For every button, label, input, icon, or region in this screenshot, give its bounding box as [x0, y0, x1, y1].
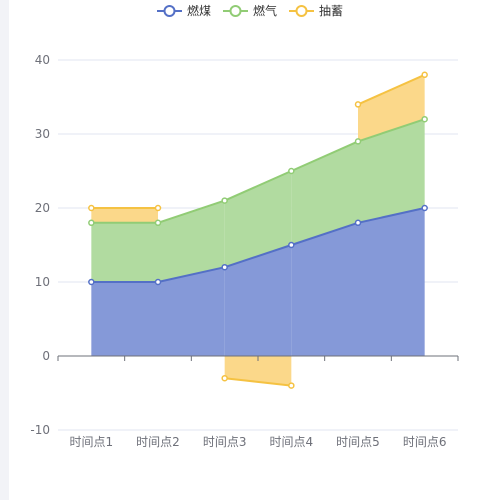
data-point-2: [421, 115, 428, 123]
series-line-1: [357, 207, 425, 224]
data-point-3: [221, 374, 228, 382]
data-point-2: [88, 219, 95, 227]
legend-marker: [229, 5, 242, 17]
area-segment-2: [224, 171, 292, 268]
area-segment-1: [91, 282, 158, 356]
data-point-3: [288, 382, 295, 389]
data-point-1: [421, 204, 428, 212]
x-tick-label: 时间点2: [136, 435, 180, 449]
series-line-2: [157, 199, 225, 224]
x-tick-label: 时间点3: [203, 435, 247, 449]
data-point-3: [354, 101, 362, 108]
data-point-1: [354, 219, 362, 227]
axes: -10 0 10 20 30 40 时间点1 时间点2 时间点3 时间点4 时间点5 时间点6: [30, 53, 459, 449]
y-tick-label: 30: [35, 127, 50, 141]
left-edge-strip: [0, 0, 9, 500]
area-segment-1: [224, 245, 292, 356]
area-segment-3: [358, 74, 425, 142]
data-point-1: [88, 278, 95, 286]
data-point-2: [154, 219, 162, 227]
y-tick-label: 10: [35, 275, 50, 289]
legend-item-1: 燃煤: [157, 3, 211, 18]
x-tick-label: 时间点4: [270, 435, 314, 449]
y-tick-label: 0: [42, 349, 50, 363]
x-tick-label: 时间点1: [70, 435, 114, 449]
series-line-2: [290, 140, 359, 172]
y-tick-label: -10: [30, 423, 50, 437]
legend-label: 燃煤: [187, 3, 211, 18]
area-segment-1: [358, 208, 425, 356]
x-tick-label: 时间点6: [403, 435, 447, 449]
area-segment-2: [158, 200, 225, 282]
data-point-3: [154, 204, 162, 212]
series-line-1: [157, 266, 225, 283]
x-tick-label: 时间点5: [336, 435, 380, 449]
data-point-2: [354, 138, 362, 145]
data-points: [88, 71, 428, 389]
data-point-3: [421, 71, 428, 79]
area-segment-2: [91, 222, 158, 282]
series-line-1: [224, 244, 292, 269]
y-tick-label: 40: [35, 53, 50, 67]
data-point-2: [221, 197, 228, 204]
area-segment-3: [91, 208, 158, 223]
y-tick-label: 20: [35, 201, 50, 215]
series-line-2: [357, 118, 425, 143]
legend-item-3: 抽蓄: [289, 4, 343, 18]
data-point-3: [88, 204, 95, 212]
series-line-3: [357, 73, 426, 106]
legend-label: 燃气: [253, 3, 277, 18]
series-lines: [91, 73, 426, 387]
area-segment-2: [358, 119, 425, 223]
legend-marker: [163, 5, 176, 17]
series-line-1: [291, 221, 359, 246]
area-segment-3: [224, 356, 292, 386]
legend-label: 抽蓄: [319, 4, 343, 18]
series-line-3: [224, 377, 292, 387]
data-point-1: [221, 263, 228, 271]
area-segment-2: [291, 141, 358, 245]
series-line-2: [224, 170, 292, 202]
legend-marker: [295, 5, 308, 17]
legend: 燃煤 燃气 抽蓄: [157, 3, 343, 18]
data-point-1: [288, 241, 295, 249]
data-point-2: [288, 167, 295, 175]
area-fills: [91, 74, 425, 386]
area-segment-1: [158, 267, 225, 356]
area-segment-1: [291, 222, 358, 356]
data-point-1: [154, 278, 162, 286]
legend-item-2: 燃气: [223, 3, 277, 18]
